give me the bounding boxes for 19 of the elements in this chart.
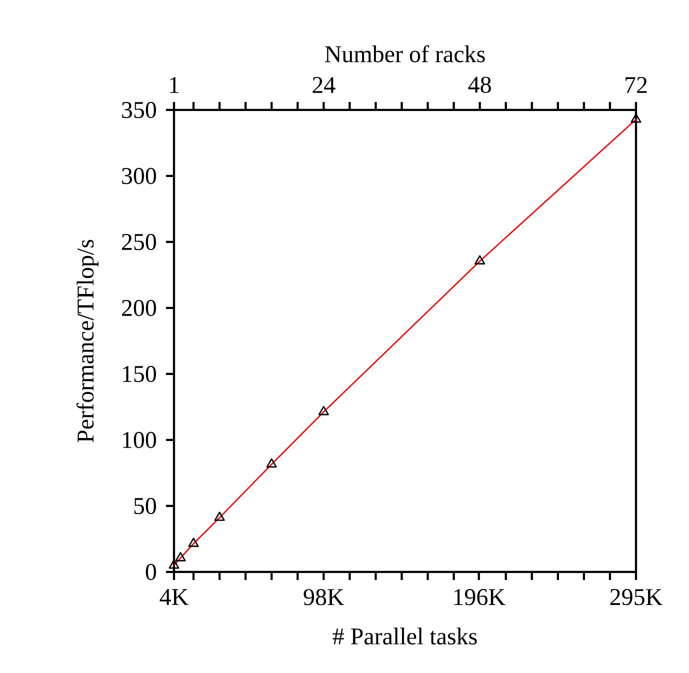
x-axis-title: # Parallel tasks xyxy=(332,628,477,645)
y-tick-label: 200 xyxy=(122,300,156,316)
y-axis-title: Performance/TFlop/s xyxy=(76,240,99,442)
x2-tick-label: 1 xyxy=(170,77,179,93)
x2-tick-label: 48 xyxy=(468,76,491,93)
y-tick-label: 350 xyxy=(122,102,156,118)
x-tick-label: 196K xyxy=(454,589,506,606)
y-tick-label: 0 xyxy=(146,564,156,580)
y-tick-label: 100 xyxy=(123,432,156,448)
x-tick-label: 295K xyxy=(610,589,662,606)
x-tick-label: 98K xyxy=(304,589,344,606)
x-tick-label: 4K xyxy=(160,589,188,605)
y-tick-label: 250 xyxy=(122,234,156,250)
x2-tick-label: 72 xyxy=(626,77,647,93)
y-tick-label: 50 xyxy=(134,498,156,514)
x2-tick-label: 24 xyxy=(312,77,336,93)
y-tick-label: 300 xyxy=(122,168,156,184)
y-tick-label: 150 xyxy=(123,366,156,382)
x2-axis-title: Number of racks xyxy=(325,45,485,62)
